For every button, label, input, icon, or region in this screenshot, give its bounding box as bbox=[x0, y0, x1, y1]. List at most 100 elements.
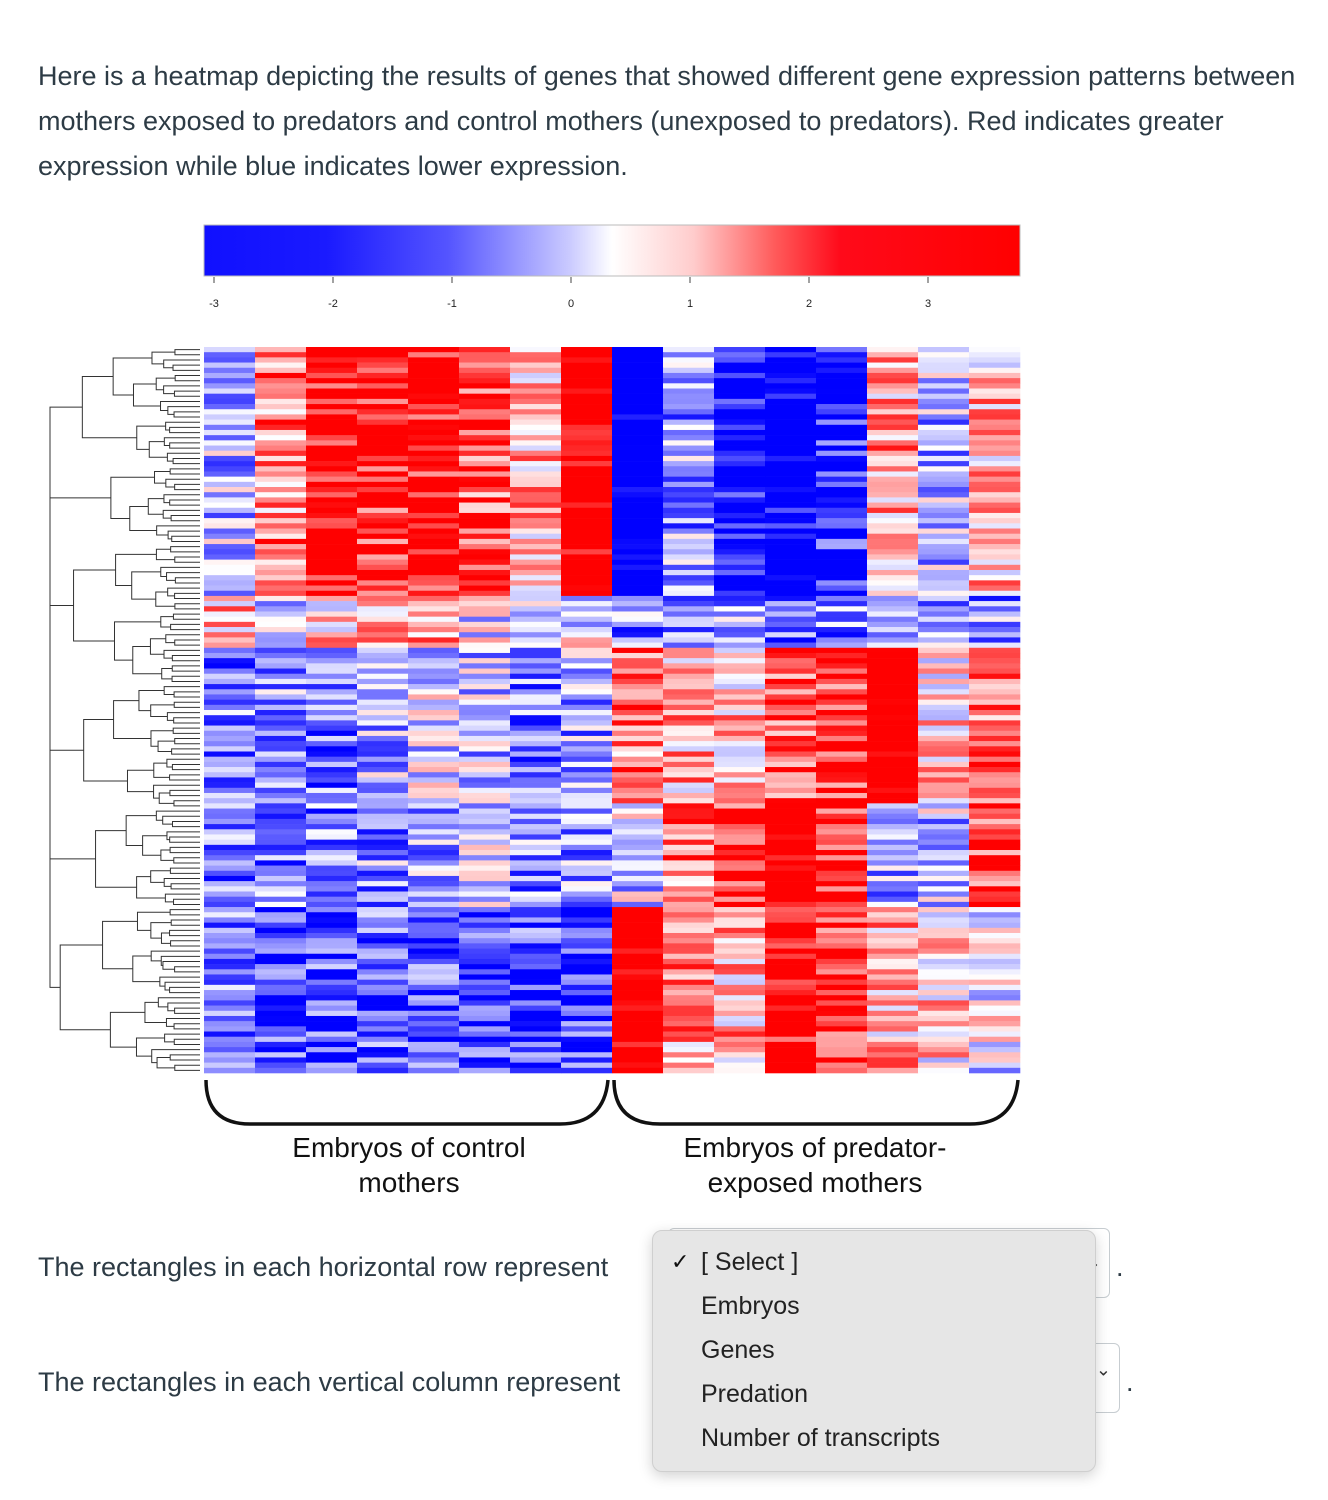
heatmap-cell bbox=[255, 601, 307, 607]
heatmap-cell bbox=[765, 1067, 817, 1074]
heatmap-cell bbox=[714, 372, 766, 379]
heatmap-cell bbox=[969, 912, 1021, 918]
heatmap-cell bbox=[765, 507, 817, 514]
heatmap-cell bbox=[714, 518, 766, 524]
heatmap-cells bbox=[204, 347, 1021, 1074]
heatmap-cell bbox=[765, 870, 817, 877]
heatmap-cell bbox=[918, 445, 970, 452]
heatmap-cell bbox=[612, 1057, 664, 1063]
heatmap-cell bbox=[969, 611, 1021, 617]
heatmap-cell bbox=[510, 953, 562, 960]
dendrogram-branch bbox=[156, 1056, 175, 1069]
heatmap-cell bbox=[663, 445, 715, 452]
heatmap-cell bbox=[969, 684, 1021, 690]
heatmap-cell bbox=[867, 958, 919, 965]
heatmap-cell bbox=[306, 979, 358, 986]
heatmap-cell bbox=[918, 850, 970, 856]
heatmap-cell bbox=[663, 834, 715, 840]
heatmap-cell bbox=[510, 393, 562, 400]
heatmap-cell bbox=[255, 372, 307, 379]
heatmap-cell bbox=[612, 518, 664, 524]
dropdown-option-genes[interactable]: Genes bbox=[701, 1336, 775, 1364]
heatmap-cell bbox=[612, 621, 664, 628]
heatmap-cell bbox=[204, 943, 256, 949]
heatmap-cell bbox=[459, 756, 511, 763]
heatmap-cell bbox=[306, 435, 358, 441]
heatmap-cell bbox=[459, 901, 511, 908]
heatmap-cell bbox=[663, 1041, 715, 1048]
heatmap-cell bbox=[204, 761, 256, 768]
heatmap-cell bbox=[867, 523, 919, 529]
heatmap-cell bbox=[204, 1047, 256, 1053]
heatmap-cell bbox=[357, 715, 409, 721]
heatmap-cell bbox=[459, 896, 511, 903]
heatmap-cell bbox=[204, 725, 256, 732]
heatmap-cell bbox=[765, 969, 817, 975]
heatmap-cell bbox=[204, 414, 256, 420]
heatmap-cell bbox=[255, 844, 307, 851]
heatmap-cell bbox=[612, 912, 664, 918]
heatmap-cell bbox=[867, 559, 919, 566]
heatmap-cell bbox=[255, 907, 307, 913]
heatmap-cell bbox=[408, 518, 460, 524]
heatmap-cell bbox=[255, 466, 307, 472]
heatmap-cell bbox=[969, 601, 1021, 607]
heatmap-cell bbox=[255, 1021, 307, 1027]
heatmap-cell bbox=[357, 616, 409, 623]
heatmap-cell bbox=[663, 549, 715, 555]
heatmap-cell bbox=[765, 461, 817, 467]
heatmap-cell bbox=[867, 1010, 919, 1017]
heatmap-cell bbox=[714, 689, 766, 695]
heatmap-cell bbox=[867, 1021, 919, 1027]
heatmap-cell bbox=[918, 663, 970, 669]
heatmap-cell bbox=[357, 964, 409, 970]
heatmap-cell bbox=[459, 512, 511, 519]
heatmap-cell bbox=[816, 850, 868, 856]
heatmap-cell bbox=[765, 523, 817, 529]
heatmap-cell bbox=[204, 580, 256, 586]
dendrogram-branch bbox=[150, 730, 174, 747]
dropdown-option-select[interactable]: [ Select ] bbox=[701, 1248, 799, 1276]
heatmap-cell bbox=[459, 673, 511, 680]
heatmap-cell bbox=[255, 917, 307, 923]
heatmap-cell bbox=[459, 829, 511, 835]
heatmap-cell bbox=[357, 886, 409, 892]
heatmap-cell bbox=[357, 585, 409, 592]
heatmap-cell bbox=[510, 357, 562, 363]
heatmap-cell bbox=[459, 352, 511, 358]
heatmap-cell bbox=[969, 730, 1021, 737]
heatmap-cell bbox=[867, 735, 919, 742]
heatmap-cell bbox=[561, 507, 613, 514]
dropdown-option-embryos[interactable]: Embryos bbox=[701, 1292, 800, 1320]
heatmap-cell bbox=[306, 512, 358, 519]
heatmap-cell bbox=[969, 440, 1021, 446]
heatmap-cell bbox=[612, 668, 664, 674]
heatmap-cell bbox=[867, 875, 919, 882]
heatmap-cell bbox=[969, 735, 1021, 742]
dendrogram-branch bbox=[172, 613, 200, 620]
heatmap-cell bbox=[306, 450, 358, 457]
heatmap-cell bbox=[969, 414, 1021, 420]
heatmap-cell bbox=[867, 481, 919, 488]
dendrogram-branch bbox=[173, 800, 200, 807]
heatmap-cell bbox=[306, 922, 358, 929]
heatmap-cell bbox=[714, 367, 766, 374]
heatmap-cell bbox=[306, 678, 358, 685]
dendrogram-branch bbox=[171, 675, 200, 682]
dropdown-option-predation[interactable]: Predation bbox=[701, 1380, 809, 1408]
heatmap-cell bbox=[918, 367, 970, 374]
heatmap-cell bbox=[408, 844, 460, 851]
heatmap-cell bbox=[204, 1005, 256, 1012]
heatmap-cell bbox=[816, 538, 868, 545]
heatmap-cell bbox=[765, 435, 817, 441]
heatmap-cell bbox=[918, 429, 970, 436]
heatmap-cell bbox=[612, 445, 664, 452]
heatmap-cell bbox=[204, 409, 256, 415]
dropdown-option-number-of-transcripts[interactable]: Number of transcripts bbox=[701, 1424, 940, 1452]
heatmap-cell bbox=[969, 953, 1021, 960]
heatmap-cell bbox=[969, 1057, 1021, 1063]
dendrogram-branch bbox=[162, 815, 200, 825]
heatmap-cell bbox=[561, 533, 613, 540]
dendrogram-branch bbox=[153, 762, 170, 778]
heatmap-cell bbox=[663, 922, 715, 929]
